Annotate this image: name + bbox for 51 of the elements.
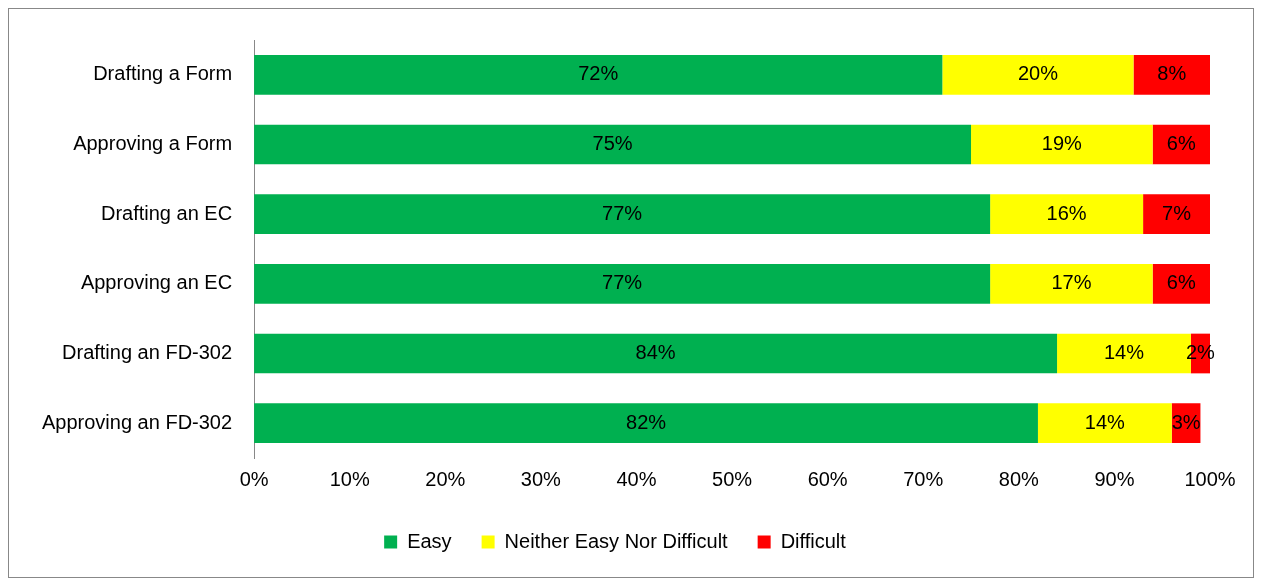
y-tick-label: Drafting a Form [93, 62, 233, 85]
x-tick-label: 20% [425, 467, 466, 490]
y-tick-label: Approving an FD-302 [42, 410, 233, 433]
data-label: 14% [1103, 341, 1145, 364]
legend-label: Difficult [780, 529, 847, 552]
data-label: 82% [626, 410, 667, 433]
x-tick-label: 40% [616, 467, 657, 490]
y-tick-label: Drafting an FD-302 [62, 341, 233, 364]
legend-label: Easy [407, 529, 452, 552]
data-label: 75% [592, 132, 633, 155]
data-label: 84% [635, 341, 676, 364]
x-tick-label: 90% [1094, 467, 1135, 490]
bar [942, 54, 1134, 95]
x-tick-label: 50% [712, 467, 753, 490]
data-label: 77% [602, 201, 643, 224]
bar [254, 124, 972, 165]
x-tick-label: 0% [239, 467, 269, 490]
bar [254, 194, 991, 235]
data-label: 8% [1157, 62, 1187, 85]
bar [1152, 263, 1210, 304]
data-label: 3% [1171, 410, 1201, 433]
bar [1133, 54, 1210, 95]
bar [254, 403, 1038, 444]
data-label: 20% [1017, 62, 1059, 85]
x-tick-label: 10% [329, 467, 370, 490]
data-label: 7% [1162, 201, 1192, 224]
data-label: 17% [1051, 271, 1092, 294]
data-label: 14% [1084, 410, 1126, 433]
x-tick-label: 70% [903, 467, 944, 490]
legend-label: Neither Easy Nor Difficult [504, 529, 729, 552]
bar [990, 194, 1144, 235]
bar [1037, 403, 1172, 444]
bar [990, 263, 1153, 304]
y-tick-label: Approving a Form [73, 132, 233, 155]
x-tick-label: 60% [807, 467, 848, 490]
data-label: 16% [1046, 201, 1087, 224]
bar [254, 54, 943, 95]
x-tick-label: 80% [998, 467, 1040, 490]
y-tick-label: Approving an EC [80, 271, 233, 294]
data-label: 6% [1166, 132, 1196, 155]
data-label: 77% [602, 271, 643, 294]
bar [254, 263, 991, 304]
data-label: 6% [1166, 271, 1196, 294]
x-tick-label: 30% [520, 467, 562, 490]
data-label: 19% [1041, 132, 1083, 155]
bar [1143, 194, 1210, 235]
y-tick-label: Drafting an EC [100, 201, 233, 224]
x-tick-label: 100% [1184, 467, 1236, 490]
bar [971, 124, 1153, 165]
bar [254, 333, 1058, 374]
data-label: 72% [578, 62, 619, 85]
